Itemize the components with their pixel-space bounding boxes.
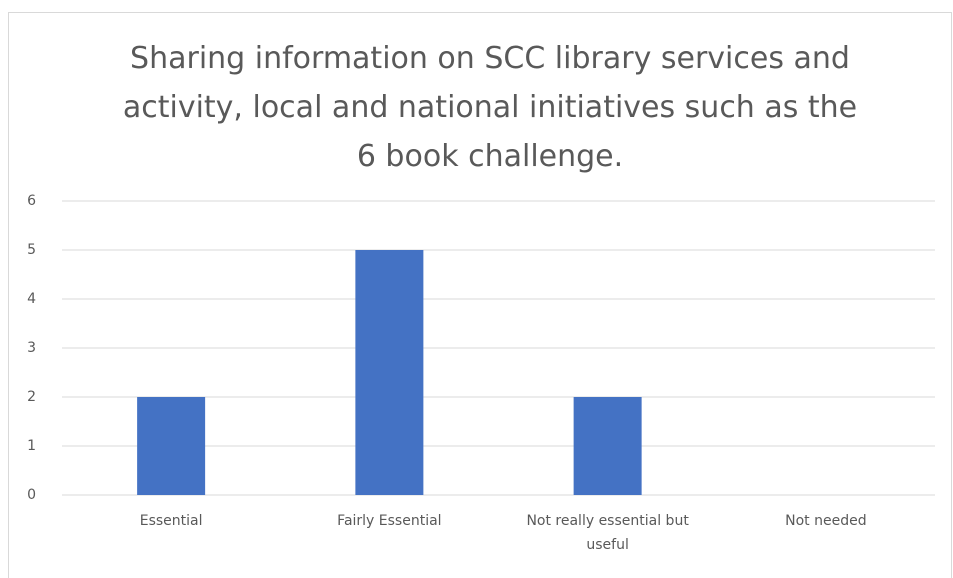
chart-title: Sharing information on SCC library servi… <box>122 41 858 174</box>
x-tick-label: Not needed <box>785 513 867 529</box>
bar <box>137 397 206 495</box>
x-tick-label: Essential <box>139 513 203 529</box>
y-tick-label: 3 <box>27 340 36 356</box>
y-tick-label: 4 <box>27 291 36 307</box>
x-tick-label: Fairly Essential <box>337 513 442 529</box>
y-tick-label: 2 <box>27 389 36 405</box>
x-tick-label: Not really essential but useful <box>526 513 689 553</box>
y-tick-label: 1 <box>27 438 36 454</box>
y-tick-label: 5 <box>27 242 36 258</box>
bar <box>355 250 424 495</box>
y-tick-label: 0 <box>27 487 36 503</box>
bar <box>573 397 642 495</box>
y-tick-label: 6 <box>27 193 36 209</box>
